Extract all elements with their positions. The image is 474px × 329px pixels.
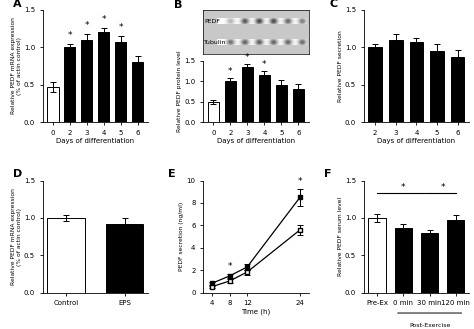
Bar bbox=[82, 40, 92, 122]
Bar bbox=[64, 47, 75, 122]
Y-axis label: Relative PEDF secretion: Relative PEDF secretion bbox=[337, 30, 343, 102]
Text: B: B bbox=[173, 0, 182, 10]
Bar bbox=[106, 224, 144, 293]
Text: *: * bbox=[228, 67, 233, 76]
X-axis label: Time (h): Time (h) bbox=[241, 309, 271, 315]
Y-axis label: PEDF secretion (ng/ml): PEDF secretion (ng/ml) bbox=[180, 202, 184, 271]
Bar bbox=[389, 40, 402, 122]
Bar bbox=[430, 51, 444, 122]
Bar bbox=[242, 67, 253, 122]
Text: Post-Exercise: Post-Exercise bbox=[409, 323, 450, 328]
Bar bbox=[116, 42, 127, 122]
Text: PEDF: PEDF bbox=[204, 19, 220, 24]
Text: *: * bbox=[401, 183, 406, 192]
Text: *: * bbox=[118, 23, 123, 32]
Text: *: * bbox=[245, 53, 250, 62]
Bar bbox=[421, 233, 438, 293]
Text: D: D bbox=[13, 169, 22, 179]
Y-axis label: Relative PEDF protein level: Relative PEDF protein level bbox=[177, 51, 182, 132]
Text: *: * bbox=[440, 183, 445, 192]
Bar bbox=[368, 47, 382, 122]
X-axis label: Days of differentiation: Days of differentiation bbox=[56, 138, 135, 144]
Bar bbox=[99, 32, 109, 122]
Bar bbox=[293, 89, 304, 122]
Text: *: * bbox=[262, 60, 267, 69]
Text: C: C bbox=[330, 0, 338, 9]
Y-axis label: Relative PEDF serum level: Relative PEDF serum level bbox=[337, 197, 343, 276]
Bar bbox=[276, 85, 287, 122]
Text: *: * bbox=[68, 31, 72, 40]
Bar bbox=[368, 218, 385, 293]
Bar bbox=[132, 62, 144, 122]
Text: *: * bbox=[85, 21, 89, 30]
Text: F: F bbox=[324, 169, 331, 179]
Text: *: * bbox=[228, 262, 232, 270]
Text: *: * bbox=[102, 15, 106, 24]
Y-axis label: Relative PEDF mRNA expression
(% of actin control): Relative PEDF mRNA expression (% of acti… bbox=[11, 17, 22, 114]
Bar bbox=[410, 42, 423, 122]
Bar bbox=[395, 228, 412, 293]
Text: E: E bbox=[168, 169, 176, 179]
Bar bbox=[225, 81, 236, 122]
Bar bbox=[47, 218, 85, 293]
Bar bbox=[447, 220, 465, 293]
Text: Tubulin: Tubulin bbox=[204, 40, 227, 45]
Bar bbox=[259, 75, 270, 122]
Text: *: * bbox=[298, 177, 302, 186]
Bar bbox=[208, 102, 219, 122]
Bar bbox=[451, 57, 465, 122]
Y-axis label: Relative PEDF mRNA expression
(% of actin control): Relative PEDF mRNA expression (% of acti… bbox=[11, 188, 22, 285]
X-axis label: Days of differentiation: Days of differentiation bbox=[377, 138, 456, 144]
Text: A: A bbox=[13, 0, 22, 9]
X-axis label: Days of differentiation: Days of differentiation bbox=[217, 138, 295, 144]
Bar bbox=[47, 87, 58, 122]
